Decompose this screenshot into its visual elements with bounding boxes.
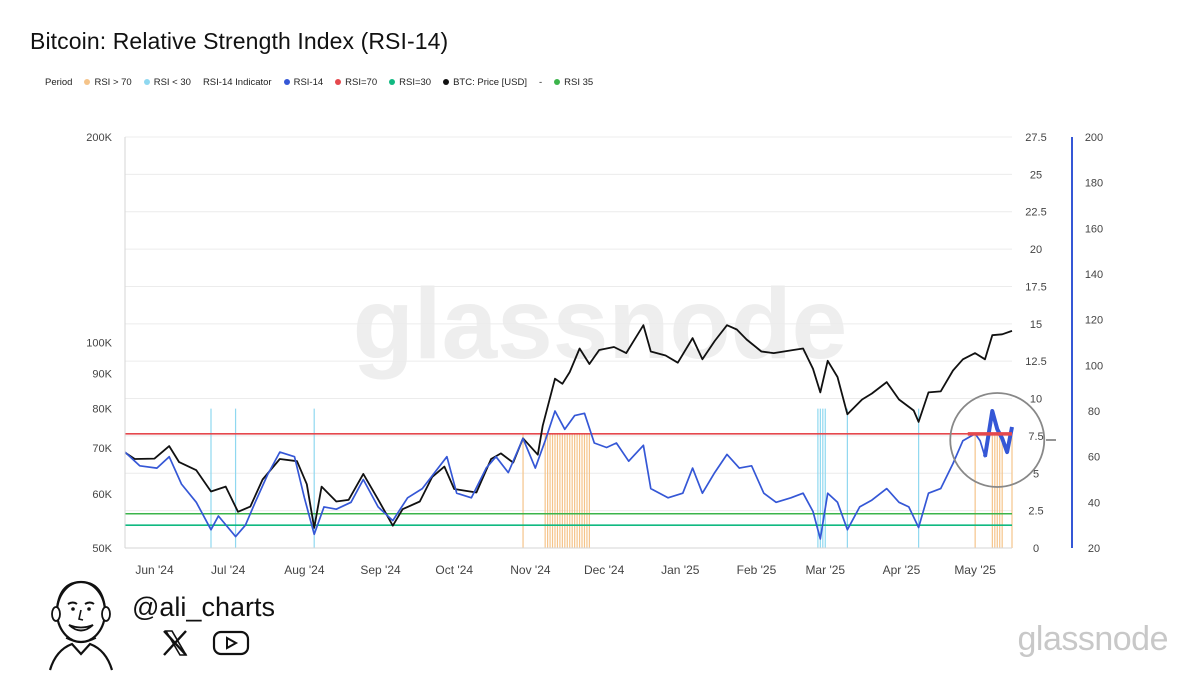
rsi-highlight-bands (210, 408, 1013, 548)
rsi-tick-label: 180 (1085, 178, 1103, 190)
x-tick-label: May '25 (954, 563, 996, 577)
chart-legend: Period RSI > 70 RSI < 30 RSI-14 Indicato… (45, 75, 605, 89)
legend-label-rsi-30: RSI=30 (399, 76, 432, 88)
mid-tick-label: 17.5 (1025, 281, 1046, 293)
x-tick-label: Apr '25 (883, 563, 921, 577)
legend-dot-rsi-over-70 (84, 79, 91, 85)
mid-tick-label: 15 (1030, 319, 1042, 331)
btc-price-line (124, 324, 1013, 529)
legend-dot-rsi-70 (335, 79, 342, 85)
rsi-tick-label: 120 (1085, 315, 1103, 327)
mid-tick-label: 10 (1030, 394, 1042, 406)
price-tick-label: 70K (92, 443, 112, 455)
author-handle: @ali_charts (132, 592, 275, 622)
social-links (160, 628, 250, 663)
legend-label-rsi-over-70: RSI > 70 (94, 76, 132, 88)
x-tick-label: Sep '24 (360, 563, 401, 577)
rsi-tick-label: 140 (1085, 269, 1103, 281)
legend-dot-rsi-under-30 (143, 79, 150, 85)
legend-label-rsi-14: RSI-14 (293, 76, 324, 88)
mid-tick-label: 12.5 (1025, 356, 1046, 368)
chart-annotations (949, 392, 1056, 488)
x-tick-label: Oct '24 (435, 563, 473, 577)
chart-series (124, 324, 1013, 540)
youtube-icon[interactable] (212, 628, 250, 663)
legend-rsi-70[interactable]: RSI=70 (335, 77, 377, 88)
author-portrait (36, 572, 126, 672)
legend-dot-rsi-30 (389, 79, 396, 85)
legend-btc-price[interactable]: BTC: Price [USD] (443, 77, 527, 88)
x-tick-label: Jul '24 (211, 563, 246, 577)
rsi-tick-label: 160 (1085, 223, 1103, 235)
price-tick-label: 60K (92, 489, 112, 501)
price-tick-label: 100K (86, 338, 112, 350)
x-tick-label: Jan '25 (661, 563, 700, 577)
legend-dash: - (538, 76, 543, 88)
rsi-tick-label: 60 (1088, 452, 1100, 464)
x-logo-icon[interactable] (160, 628, 190, 663)
legend-label-rsi-under-30: RSI < 30 (153, 76, 191, 88)
mid-tick-label: 5 (1033, 468, 1039, 480)
annotation-circle (949, 392, 1046, 488)
mid-tick-label: 2.5 (1028, 506, 1043, 518)
gridlines (125, 136, 1012, 512)
legend-period: Period (45, 76, 73, 88)
rsi-tick-label: 40 (1088, 497, 1100, 509)
price-tick-label: 90K (92, 369, 112, 381)
legend-label-rsi-70: RSI=70 (345, 76, 378, 88)
rsi-tick-label: 20 (1088, 543, 1100, 555)
brand-watermark: glassnode (1017, 620, 1168, 658)
legend-rsi-over-70[interactable]: RSI > 70 (84, 76, 132, 88)
mid-tick-label: 7.5 (1028, 431, 1043, 443)
legend-dot-rsi-35 (554, 79, 561, 85)
legend-rsi-under-30[interactable]: RSI < 30 (143, 76, 191, 88)
rsi-chart[interactable]: glassnode 50K60K70K80K90K100K200K02.557.… (0, 0, 1200, 600)
legend-label-rsi-35: RSI 35 (564, 76, 594, 88)
mid-tick-label: 22.5 (1025, 207, 1046, 219)
mid-tick-label: 0 (1033, 543, 1039, 555)
rsi-14-line (124, 410, 1013, 540)
mid-tick-label: 27.5 (1025, 132, 1046, 144)
rsi-tick-label: 80 (1088, 406, 1100, 418)
rsi-tick-label: 200 (1085, 132, 1103, 144)
legend-dot-btc-price (443, 79, 450, 85)
chart-axes: 50K 60K 70K 80K 90K 100K 200K 0 2.5 5 7.5 10 12.5 15 1… (86, 132, 1103, 577)
mid-tick-label: 20 (1030, 244, 1042, 256)
chart-title: Bitcoin: Relative Strength Index (RSI-14… (30, 28, 449, 54)
legend-rsi-14[interactable]: RSI-14 (283, 76, 324, 88)
price-tick-label: 80K (92, 404, 112, 416)
rsi-reference-lines (125, 433, 1012, 526)
mid-tick-label: 25 (1030, 169, 1042, 181)
x-tick-label: Feb '25 (737, 563, 777, 577)
legend-label-btc-price: BTC: Price [USD] (453, 76, 527, 88)
price-tick-label: 200K (86, 132, 112, 144)
x-tick-label: Nov '24 (510, 563, 551, 577)
legend-rsi-35[interactable]: RSI 35 (554, 77, 593, 88)
rsi-tick-label: 100 (1085, 360, 1103, 372)
price-tick-label: 50K (92, 543, 112, 555)
legend-rsi-30[interactable]: RSI=30 (389, 77, 431, 88)
x-tick-label: Mar '25 (805, 563, 845, 577)
legend-rsi-indicator: RSI-14 Indicator (202, 76, 272, 88)
legend-dot-rsi-14 (283, 79, 290, 85)
x-tick-label: Aug '24 (284, 563, 325, 577)
x-tick-label: Dec '24 (584, 563, 625, 577)
x-tick-label: Jun '24 (135, 563, 174, 577)
